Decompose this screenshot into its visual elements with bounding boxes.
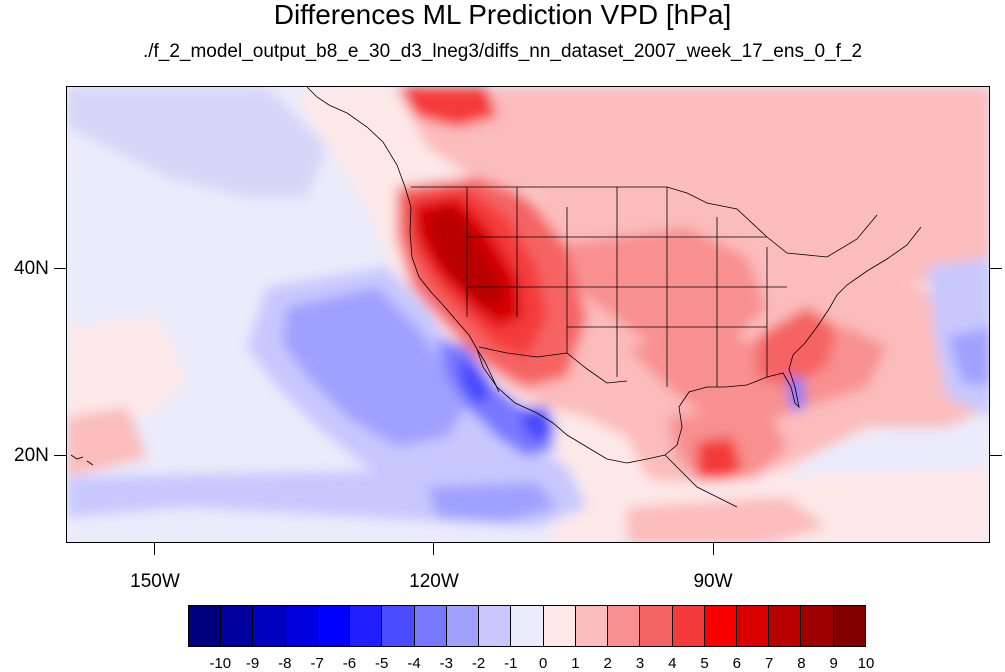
- tick-40n-left: [54, 268, 66, 269]
- colorbar-swatch: [350, 606, 383, 646]
- colorbar-tick-label: 2: [603, 655, 612, 672]
- colorbar-tick-label: -3: [439, 655, 453, 672]
- colorbar-tick-label: -7: [310, 655, 324, 672]
- lon-label-120w: 120W: [409, 571, 459, 592]
- lon-label-90w: 90W: [693, 571, 733, 592]
- colorbar-tick-label: 10: [857, 655, 875, 672]
- tick-90w: [713, 543, 714, 555]
- lat-label-20n: 20N: [14, 445, 49, 466]
- colorbar-tick-label: -9: [245, 655, 260, 672]
- colorbar-swatch: [285, 606, 318, 646]
- colorbar-tick-label: 1: [571, 655, 580, 672]
- colorbar-tick-label: -6: [342, 655, 357, 672]
- colorbar-swatch: [253, 606, 286, 646]
- colorbar-tick-label: 4: [668, 655, 677, 672]
- colorbar-tick-label: 8: [797, 655, 806, 672]
- colorbar-swatch: [382, 606, 415, 646]
- colorbar-swatch: [672, 606, 705, 646]
- tick-120w: [433, 543, 434, 555]
- map-subtitle: ./f_2_model_output_b8_e_30_d3_lneg3/diff…: [142, 41, 863, 62]
- map-canvas: [67, 87, 989, 542]
- tick-20n-left: [54, 455, 66, 456]
- colorbar-swatch: [221, 606, 254, 646]
- colorbar-tick-label: 0: [538, 655, 548, 672]
- tick-150w: [154, 543, 155, 555]
- colorbar-tick-label: -5: [375, 655, 389, 672]
- difference-field: [67, 87, 989, 542]
- colorbar-swatch: [543, 606, 576, 646]
- lon-label-150w: 150W: [130, 571, 180, 592]
- tick-40n-right: [990, 268, 1002, 269]
- colorbar-tick-label: -8: [278, 655, 292, 672]
- colorbar-swatch: [640, 606, 673, 646]
- colorbar-swatch: [446, 606, 480, 646]
- colorbar-swatch: [511, 606, 544, 646]
- map-title: Differences ML Prediction VPD [hPa]: [273, 0, 732, 30]
- colorbar-swatch: [608, 606, 641, 646]
- coastlines: [70, 87, 922, 508]
- colorbar-tick-label: -2: [471, 655, 486, 672]
- colorbar-swatch: [736, 606, 770, 646]
- colorbar-swatch: [769, 606, 802, 646]
- colorbar-swatch: [414, 606, 447, 646]
- colorbar-tick-label: 5: [700, 655, 709, 672]
- colorbar-swatch: [189, 606, 222, 646]
- colorbar-tick-label: -10: [209, 655, 232, 672]
- colorbar-tick-label: 7: [764, 655, 774, 672]
- colorbar-swatch: [704, 606, 737, 646]
- vpd-difference-map: [66, 86, 990, 543]
- colorbar-tick-label: 6: [732, 655, 742, 672]
- colorbar-swatch: [479, 606, 512, 646]
- colorbar-tick-label: -4: [407, 655, 421, 672]
- colorbar-tick-label: 9: [829, 655, 838, 672]
- lat-label-40n: 40N: [14, 258, 49, 279]
- colorbar-swatch: [833, 606, 865, 646]
- colorbar-swatch: [317, 606, 351, 646]
- colorbar-tick-label: -1: [504, 655, 518, 672]
- colorbar-swatch: [801, 606, 834, 646]
- colorbar-swatch: [575, 606, 609, 646]
- tick-20n-right: [990, 455, 1002, 456]
- colorbar-tick-label: 3: [635, 655, 645, 672]
- colorbar: [188, 605, 866, 647]
